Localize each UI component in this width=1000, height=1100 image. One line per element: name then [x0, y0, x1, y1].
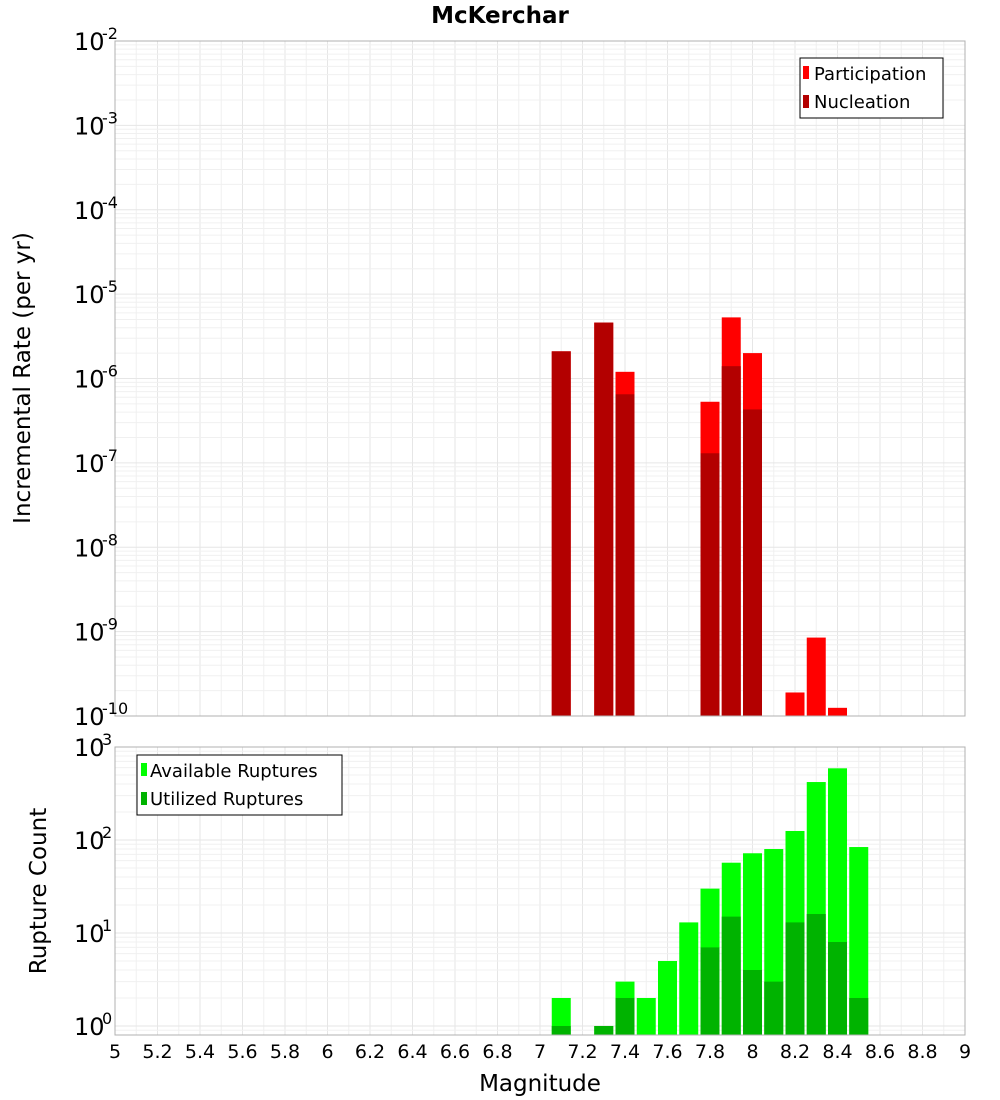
chart-title: McKerchar — [431, 3, 569, 29]
top-legend-box — [799, 57, 944, 119]
y-tick-exponent: 0 — [102, 1009, 112, 1028]
y-tick-exponent: -10 — [102, 699, 128, 718]
x-tick-label: 6.2 — [355, 1041, 385, 1063]
y-tick-label: 10 — [74, 28, 105, 56]
legend-swatch-utilized — [141, 792, 147, 805]
y-tick-label: 10 — [74, 197, 105, 225]
bar-available-ruptures — [636, 997, 656, 1035]
bottom-legend-box — [136, 754, 343, 816]
y-tick-exponent: -6 — [102, 362, 118, 381]
bar-nucleation — [594, 322, 614, 716]
x-tick-label: 7.6 — [652, 1041, 682, 1063]
x-tick-label: 6 — [321, 1041, 333, 1063]
y-tick-exponent: 3 — [102, 730, 112, 749]
y-tick-label: 10 — [74, 281, 105, 309]
bar-nucleation — [700, 453, 720, 716]
legend-label-participation: Participation — [814, 64, 926, 85]
bar-utilized-ruptures — [743, 969, 762, 1035]
bar-utilized-ruptures — [764, 981, 784, 1035]
legend-label-nucleation: Nucleation — [814, 92, 910, 113]
y-tick-exponent: -2 — [102, 24, 118, 43]
bar-utilized-ruptures — [615, 997, 635, 1035]
bar-utilized-ruptures — [700, 947, 720, 1035]
x-axis-label: Magnitude — [479, 1071, 601, 1097]
y-tick-label: 10 — [74, 734, 105, 762]
x-tick-label: 8.2 — [780, 1041, 810, 1063]
y-tick-label: 10 — [74, 366, 105, 394]
x-tick-label: 5.4 — [185, 1041, 215, 1063]
bottom-bars — [551, 768, 869, 1035]
x-tick-label: 5.2 — [142, 1041, 172, 1063]
legend-label-utilized: Utilized Ruptures — [150, 789, 303, 810]
top-gridlines — [114, 41, 966, 717]
x-tick-label: 8.6 — [865, 1041, 895, 1063]
y-tick-label: 10 — [74, 450, 105, 478]
y-tick-exponent: -5 — [102, 277, 118, 296]
y-tick-label: 10 — [74, 703, 105, 731]
x-tick-label: 5 — [109, 1041, 121, 1063]
bar-nucleation — [615, 394, 635, 716]
y-tick-exponent: -9 — [102, 615, 118, 634]
x-tick-label: 7.4 — [610, 1041, 640, 1063]
top-legend: Participation Nucleation — [799, 57, 944, 119]
bar-utilized-ruptures — [721, 916, 741, 1035]
x-tick-label: 6.8 — [482, 1041, 512, 1063]
x-tick-label: 7.2 — [567, 1041, 597, 1063]
bar-nucleation — [743, 409, 762, 716]
y-tick-exponent: -3 — [102, 108, 118, 127]
x-tick-label: 6.4 — [397, 1041, 427, 1063]
x-tick-label: 8.4 — [822, 1041, 852, 1063]
x-tick-label: 5.6 — [227, 1041, 257, 1063]
bar-available-ruptures — [551, 997, 571, 1035]
y-tick-exponent: -4 — [102, 193, 118, 212]
legend-swatch-nucleation — [803, 95, 809, 108]
top-y-axis-label: Incremental Rate (per yr) — [10, 232, 36, 524]
bar-utilized-ruptures — [594, 1025, 614, 1035]
bottom-y-axis-label: Rupture Count — [26, 808, 52, 974]
x-tick-label: 9 — [959, 1041, 971, 1063]
legend-swatch-participation — [803, 66, 809, 79]
x-tick-label: 5.8 — [270, 1041, 300, 1063]
top-bars — [551, 317, 847, 716]
bar-utilized-ruptures — [551, 1025, 571, 1035]
bar-available-ruptures — [849, 847, 869, 1035]
legend-label-available: Available Ruptures — [150, 761, 318, 782]
y-tick-exponent: -8 — [102, 530, 118, 549]
bar-participation — [828, 707, 847, 716]
x-tick-label: 7 — [534, 1041, 546, 1063]
y-tick-label: 10 — [74, 534, 105, 562]
y-tick-exponent: -7 — [102, 446, 118, 465]
x-tick-labels: 5 5.2 5.4 5.6 5.8 6 6.2 6.4 6.6 6.8 7 7.2 7.4 7.6 7.8 8… — [109, 1041, 971, 1063]
bottom-legend: Available Ruptures Utilized Ruptures — [136, 754, 343, 816]
x-tick-label: 7.8 — [695, 1041, 725, 1063]
y-tick-exponent: 2 — [102, 823, 112, 842]
y-tick-label: 10 — [74, 112, 105, 140]
top-plot-area — [114, 40, 966, 717]
x-tick-label: 8.8 — [907, 1041, 937, 1063]
y-tick-exponent: 1 — [102, 916, 112, 935]
y-tick-label: 10 — [74, 827, 105, 855]
bar-nucleation — [551, 351, 571, 716]
bar-utilized-ruptures — [828, 942, 847, 1035]
bar-utilized-ruptures — [849, 997, 869, 1035]
x-tick-label: 6.6 — [440, 1041, 470, 1063]
y-tick-label: 10 — [74, 1013, 105, 1041]
bar-available-ruptures — [679, 922, 699, 1035]
legend-swatch-available — [141, 763, 147, 776]
bar-participation — [806, 637, 826, 716]
y-tick-label: 10 — [74, 619, 105, 647]
bottom-plot-area — [114, 746, 966, 1036]
bar-utilized-ruptures — [785, 922, 805, 1035]
bar-utilized-ruptures — [806, 914, 826, 1035]
x-tick-label: 8 — [746, 1041, 758, 1063]
bar-nucleation — [721, 366, 741, 716]
y-tick-label: 10 — [74, 920, 105, 948]
bar-participation — [785, 692, 805, 716]
bar-available-ruptures — [658, 960, 677, 1035]
